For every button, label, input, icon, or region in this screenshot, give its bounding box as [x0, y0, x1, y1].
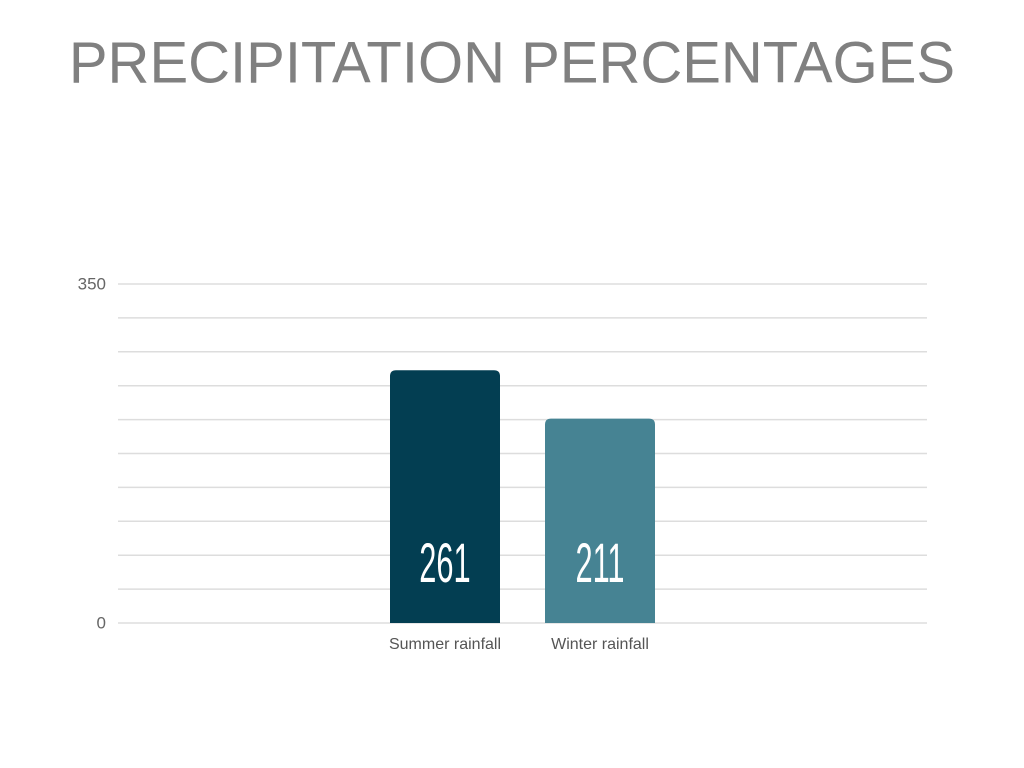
- y-tick-label: 0: [97, 613, 106, 632]
- value-label: 211: [575, 531, 624, 594]
- x-tick-label: Summer rainfall: [389, 636, 501, 653]
- bar: [545, 418, 655, 623]
- value-label: 261: [419, 531, 470, 594]
- x-tick-label: Winter rainfall: [551, 636, 649, 653]
- chart-title: PRECIPITATION PERCENTAGES: [69, 30, 955, 95]
- bar: [390, 370, 500, 623]
- y-tick-label: 350: [78, 274, 106, 293]
